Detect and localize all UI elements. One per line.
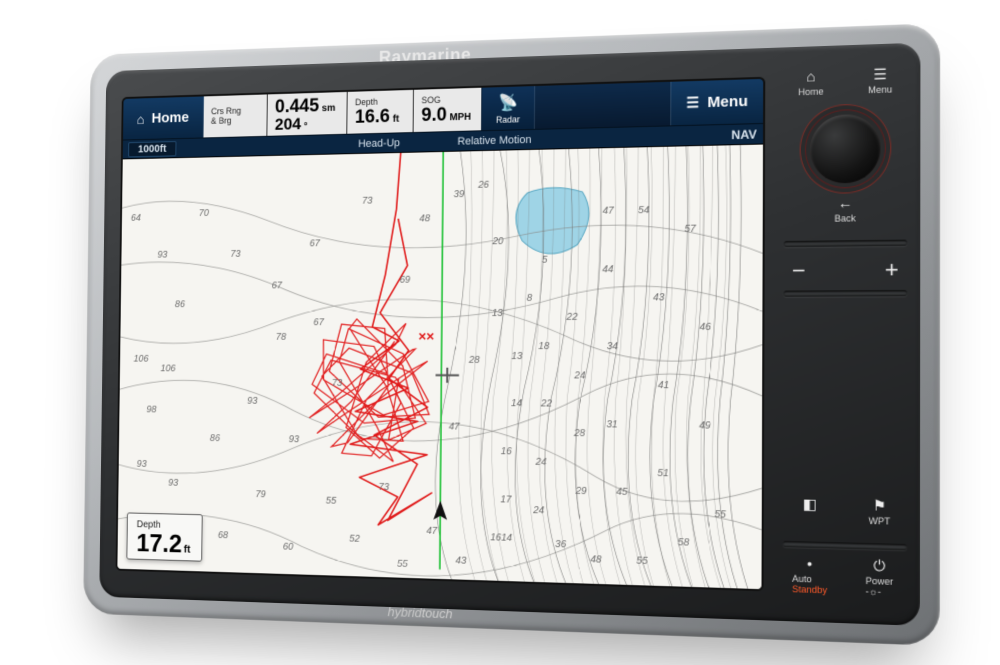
menu-icon: ☰ (686, 94, 699, 112)
sounding-label: 14 (511, 398, 522, 409)
sounding-label: 28 (574, 428, 585, 439)
display-screen: ⌂ Home Crs Rng & Brg 0.445sm 204° Depth (117, 78, 763, 588)
sounding-label: 24 (533, 504, 544, 515)
sounding-label: 18 (538, 341, 549, 352)
sounding-label: 13 (511, 350, 522, 361)
radar-button[interactable]: 📡 Radar (482, 86, 535, 130)
home-label: Home (151, 109, 189, 126)
hardware-panel: ⌂ Home ☰ Menu ← Back (772, 42, 921, 625)
mode-label: NAV (731, 126, 756, 141)
depth-overlay-box: Depth 17.2ft (126, 512, 202, 561)
sounding-label: 44 (602, 263, 613, 274)
hw-menu-button[interactable]: ☰ Menu (851, 61, 910, 99)
menu-label: Menu (707, 92, 748, 111)
sounding-label: 46 (699, 321, 711, 332)
waypoint-icon: ⚑ (870, 497, 889, 512)
chart-view[interactable]: ×× Depth 17.2ft 649370738610610698939386… (117, 144, 763, 589)
sounding-label: 31 (606, 418, 617, 429)
power-icon: ⏻ (870, 557, 889, 572)
sounding-label: 43 (653, 292, 664, 303)
sounding-label: 51 (657, 468, 668, 479)
sounding-label: 58 (678, 537, 690, 549)
sounding-label: 36 (555, 538, 566, 549)
device-frame: Raymarine hybridtouch ⌂ Home Crs Rng & B… (83, 23, 940, 646)
sounding-label: 55 (714, 508, 726, 520)
sounding-label: 29 (576, 486, 587, 497)
home-icon: ⌂ (801, 68, 820, 83)
menu-icon: ☰ (870, 66, 889, 81)
hw-home-button[interactable]: ⌂ Home (782, 64, 840, 102)
hw-rocker-bottom[interactable] (783, 289, 907, 296)
joystick-control[interactable] (810, 113, 880, 183)
sounding-label: 47 (603, 205, 614, 216)
home-icon: ⌂ (137, 111, 145, 126)
databar-depth[interactable]: Depth 16.6ft (347, 89, 414, 133)
sounding-label: 16 (501, 446, 512, 457)
sounding-label: 55 (636, 555, 647, 567)
hw-wpt-button[interactable]: ⚑ WPT (850, 493, 909, 531)
svg-text:××: ×× (418, 329, 434, 344)
hw-back-button[interactable]: ← Back (782, 190, 910, 228)
sounding-label: 8 (527, 293, 533, 304)
sounding-label: 22 (567, 312, 578, 323)
sounding-label: 34 (607, 341, 618, 352)
home-button[interactable]: ⌂ Home (123, 96, 204, 139)
depth-overlay-value: 17.2 (136, 528, 182, 558)
sounding-label: 41 (658, 380, 669, 391)
hw-divider (783, 540, 907, 550)
sounding-label: 48 (590, 554, 601, 566)
hw-switch-button[interactable]: ◧ (781, 491, 840, 529)
sounding-label: 5 (542, 254, 548, 265)
hw-rocker-top[interactable] (784, 239, 908, 247)
range-pill[interactable]: 1000ft (128, 140, 176, 156)
sounding-label: 17 (500, 494, 511, 505)
sounding-label: 45 (616, 486, 627, 497)
databar-crs-rng-value: 0.445sm 204° (267, 91, 347, 135)
hw-auto-button[interactable]: • AutoStandby (780, 551, 839, 600)
zoom-out-button[interactable]: − (792, 257, 806, 284)
dot-icon: • (800, 555, 819, 570)
back-arrow-icon: ← (836, 195, 855, 210)
top-status-bar: ⌂ Home Crs Rng & Brg 0.445sm 204° Depth (123, 78, 763, 140)
databar-sog[interactable]: SOG 9.0MPH (414, 87, 482, 131)
orientation-label: Head-Up (358, 136, 400, 149)
hw-power-button[interactable]: ⏻ Power-☼- (850, 553, 910, 602)
databar: Crs Rng & Brg 0.445sm 204° Depth 16.6ft … (204, 87, 483, 137)
sounding-label: 24 (536, 456, 547, 467)
sounding-label: 24 (574, 370, 585, 381)
sounding-label: 54 (638, 205, 649, 216)
sounding-label: 1614 (490, 532, 512, 544)
motion-label: Relative Motion (457, 133, 531, 147)
sounding-label: 57 (684, 224, 695, 235)
databar-crs-rng[interactable]: Crs Rng & Brg (204, 94, 268, 137)
radar-icon: 📡 (498, 92, 518, 112)
sounding-label: 22 (541, 398, 552, 409)
sounding-label: 49 (699, 419, 711, 430)
menu-button[interactable]: ☰ Menu (670, 78, 763, 125)
switch-icon: ◧ (800, 496, 819, 511)
zoom-in-button[interactable]: + (885, 256, 899, 283)
